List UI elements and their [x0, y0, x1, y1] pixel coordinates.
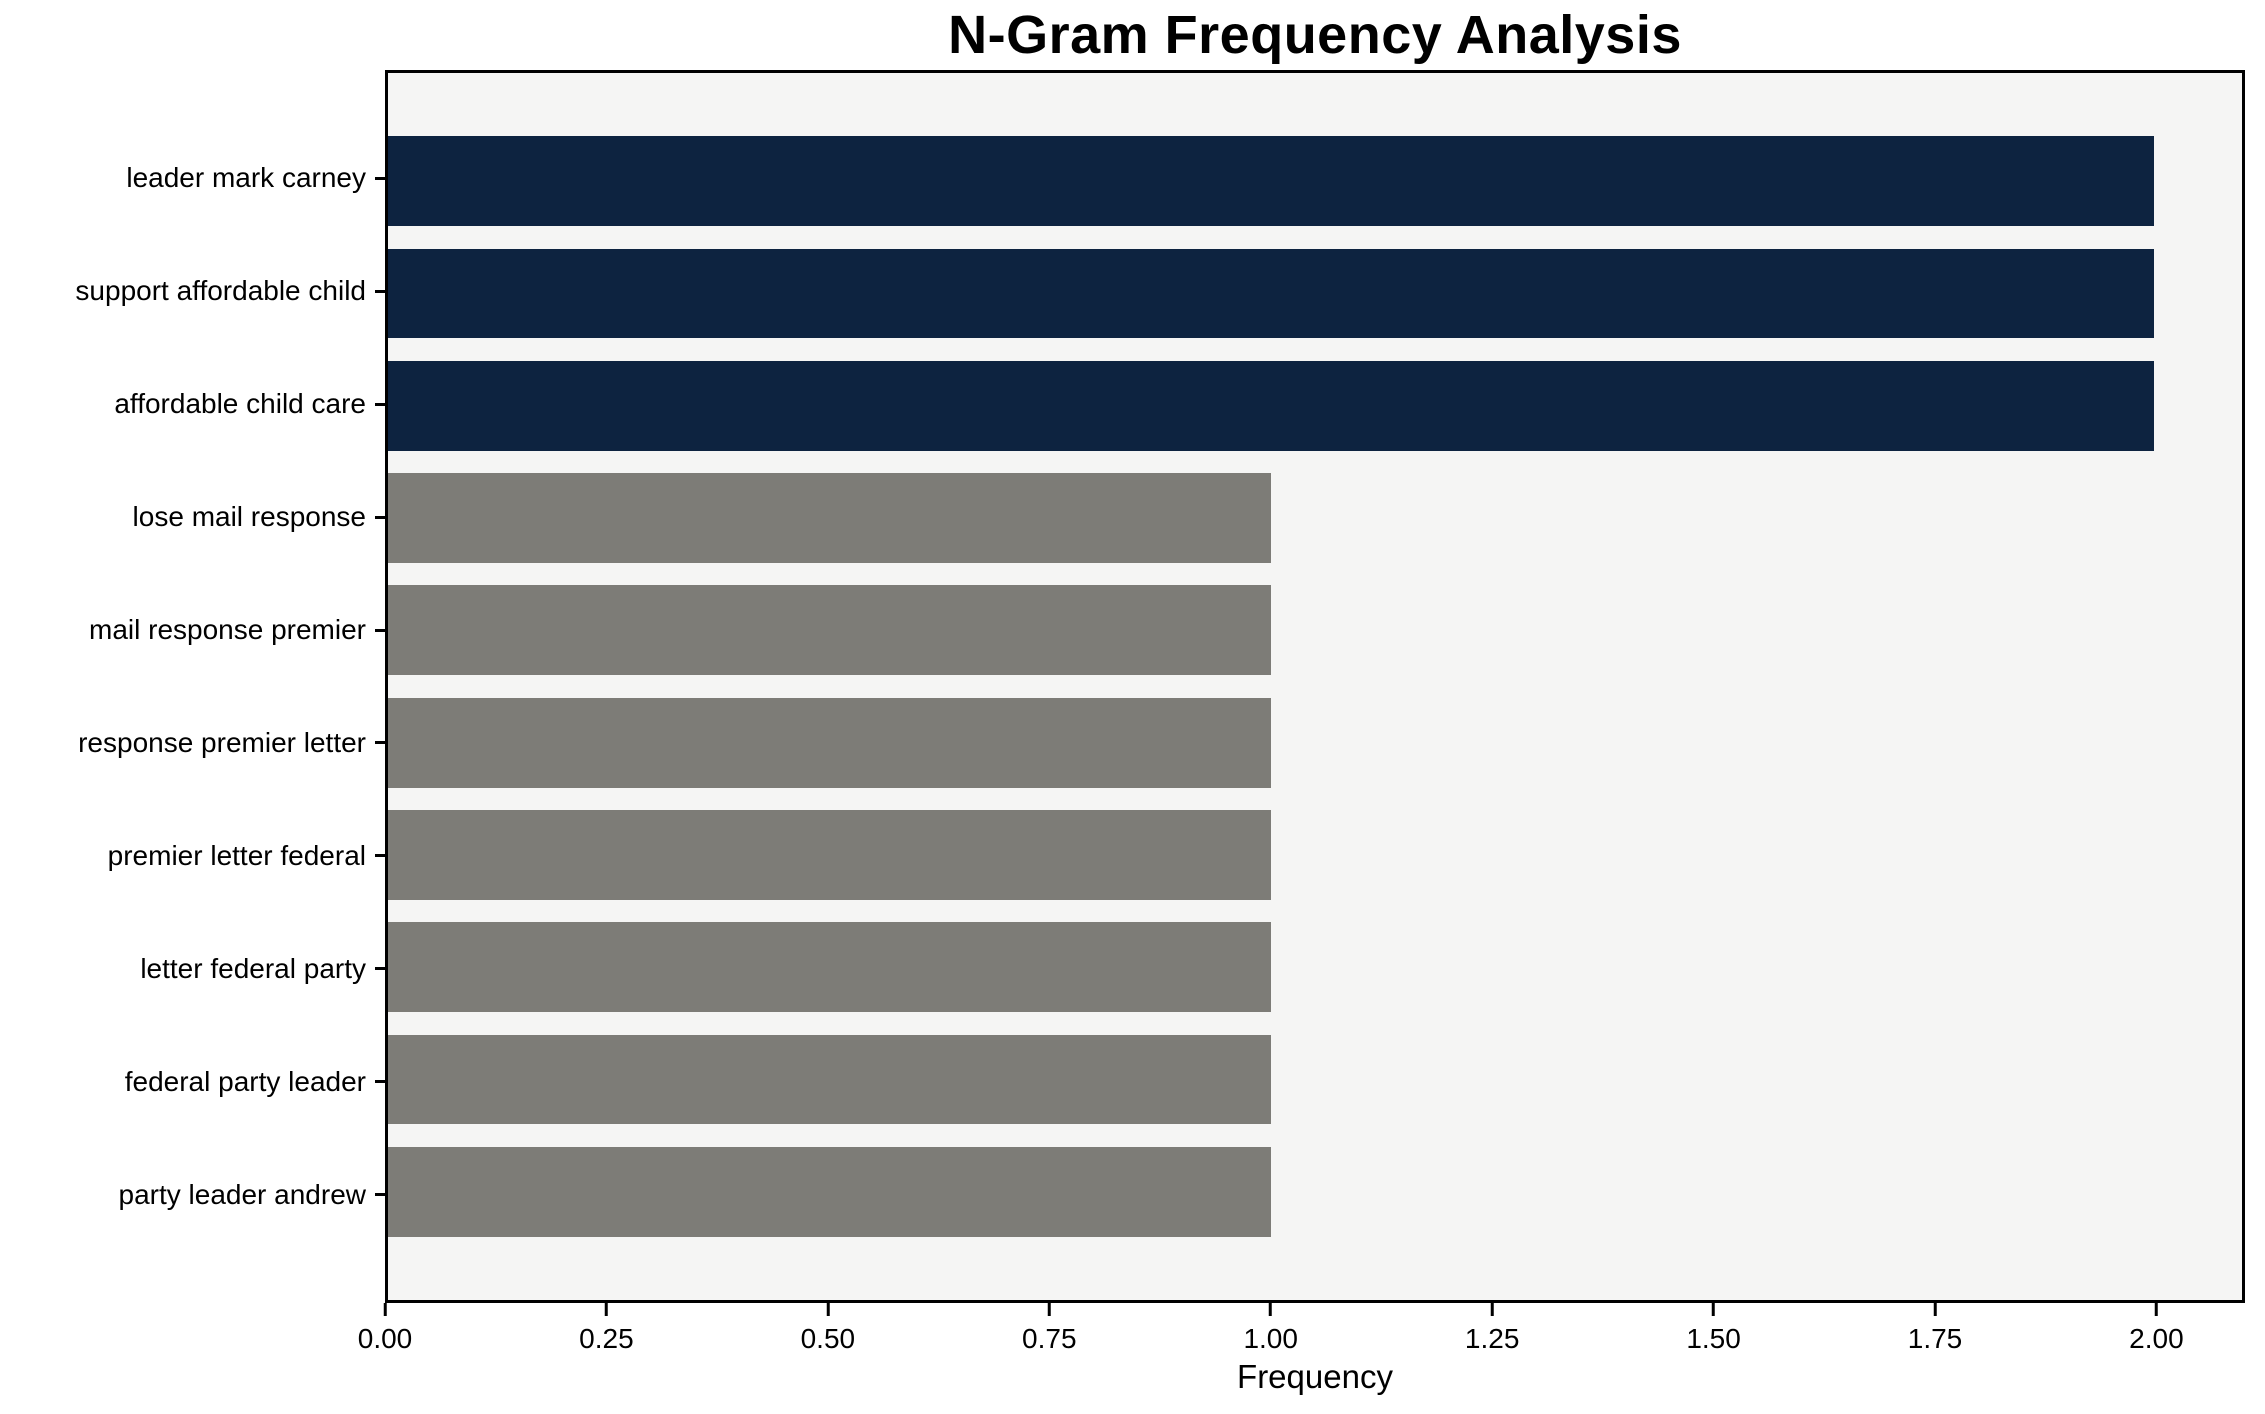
x-axis: 0.00 0.25 0.50 0.75 1.00 1.25 1.50 1.75 2.00 [358, 1303, 2245, 1363]
bar [388, 585, 1271, 676]
bar-row [388, 125, 2242, 237]
chart-title: N-Gram Frequency Analysis [948, 5, 1682, 65]
x-tick-label: 1.50 [1686, 1323, 1741, 1354]
bar [388, 136, 2154, 227]
x-tick-mark [1933, 1303, 1937, 1316]
bar [388, 810, 1271, 900]
y-tick-row: federal party leader [0, 1025, 385, 1138]
y-tick-label: mail response premier [89, 614, 366, 646]
y-tick-mark [375, 289, 385, 293]
y-tick-label: federal party leader [124, 1065, 366, 1097]
x-tick: 1.00 [1243, 1303, 1298, 1355]
y-tick-mark [375, 176, 385, 180]
bar-row [388, 1023, 2242, 1135]
x-axis-title: Frequency [1237, 1358, 1393, 1395]
x-tick: 0.75 [1022, 1303, 1077, 1355]
y-tick-mark [375, 515, 385, 519]
y-tick-mark [375, 402, 385, 406]
bar-row [388, 911, 2242, 1023]
y-tick-row: leader mark carney [0, 122, 385, 235]
y-tick-mark [375, 854, 385, 858]
y-tick-row: support affordable child [0, 235, 385, 348]
bar-row [388, 237, 2242, 349]
bar [388, 1034, 1271, 1125]
x-tick-label: 1.75 [1907, 1323, 1963, 1354]
x-tick: 1.75 [1907, 1303, 1963, 1355]
bar-row [388, 350, 2242, 462]
x-tick-label: 1.00 [1243, 1323, 1298, 1354]
x-tick: 0.00 [357, 1303, 413, 1355]
bar [388, 922, 1271, 1013]
bar [388, 473, 1271, 563]
bar [388, 360, 2154, 451]
x-tick: 1.50 [1686, 1303, 1741, 1355]
x-tick: 0.25 [579, 1303, 634, 1355]
x-tick-mark [826, 1303, 830, 1316]
bars-container [388, 73, 2242, 1300]
x-tick-mark [604, 1303, 608, 1316]
x-tick-mark [1712, 1303, 1716, 1316]
x-tick: 0.50 [800, 1303, 856, 1355]
y-tick-label: premier letter federal [107, 839, 366, 871]
y-tick-row: affordable child care [0, 348, 385, 461]
x-tick-label: 0.25 [579, 1323, 634, 1354]
y-tick-label: leader mark carney [126, 162, 366, 194]
x-tick-label: 0.75 [1022, 1323, 1077, 1354]
y-tick-mark [375, 1193, 385, 1197]
bar-row [388, 574, 2242, 686]
bar-row [388, 799, 2242, 911]
y-tick-mark [375, 967, 385, 971]
x-tick-mark [1269, 1303, 1273, 1316]
bar-row [388, 1136, 2242, 1248]
x-tick-label: 1.25 [1464, 1323, 1520, 1354]
x-tick-label: 2.00 [2129, 1323, 2184, 1354]
y-tick-mark [375, 628, 385, 632]
y-tick-row: premier letter federal [0, 799, 385, 912]
x-tick-label: 0.50 [800, 1323, 856, 1354]
y-tick-label: letter federal party [140, 952, 366, 984]
x-tick-mark [1047, 1303, 1051, 1316]
y-tick-row: letter federal party [0, 912, 385, 1025]
bar [388, 1146, 1271, 1237]
y-tick-mark [375, 1080, 385, 1084]
y-tick-label: support affordable child [75, 275, 366, 307]
bar [388, 248, 2154, 339]
y-tick-row: mail response premier [0, 574, 385, 687]
x-tick-mark [2154, 1303, 2158, 1316]
x-tick: 2.00 [2129, 1303, 2184, 1355]
y-axis-labels: leader mark carney support affordable chi… [0, 70, 385, 1303]
x-tick-label: 0.00 [357, 1323, 413, 1354]
y-tick-row: response premier letter [0, 687, 385, 800]
y-tick-label: affordable child care [114, 388, 366, 420]
bar-row [388, 462, 2242, 574]
x-tick-mark [1490, 1303, 1494, 1316]
y-tick-mark [375, 741, 385, 745]
y-tick-label: party leader andrew [118, 1178, 366, 1210]
x-tick-mark [383, 1303, 387, 1316]
y-tick-row: lose mail response [0, 461, 385, 574]
x-tick: 1.25 [1464, 1303, 1520, 1355]
y-tick-label: response premier letter [78, 726, 366, 758]
plot-area [385, 70, 2245, 1303]
bar [388, 697, 1271, 788]
bar-row [388, 686, 2242, 798]
y-tick-label: lose mail response [132, 501, 366, 533]
y-tick-row: party leader andrew [0, 1138, 385, 1251]
